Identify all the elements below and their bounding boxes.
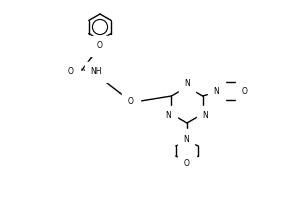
Text: O: O bbox=[242, 86, 247, 96]
Text: N: N bbox=[203, 112, 208, 120]
Text: N: N bbox=[166, 112, 171, 120]
Text: O: O bbox=[97, 42, 103, 50]
Text: O: O bbox=[68, 68, 74, 76]
Text: O: O bbox=[128, 98, 134, 106]
Text: O: O bbox=[184, 158, 190, 168]
Text: N: N bbox=[214, 86, 220, 96]
Text: NH: NH bbox=[90, 68, 102, 76]
Text: N: N bbox=[184, 79, 190, 88]
Text: N: N bbox=[183, 134, 189, 144]
